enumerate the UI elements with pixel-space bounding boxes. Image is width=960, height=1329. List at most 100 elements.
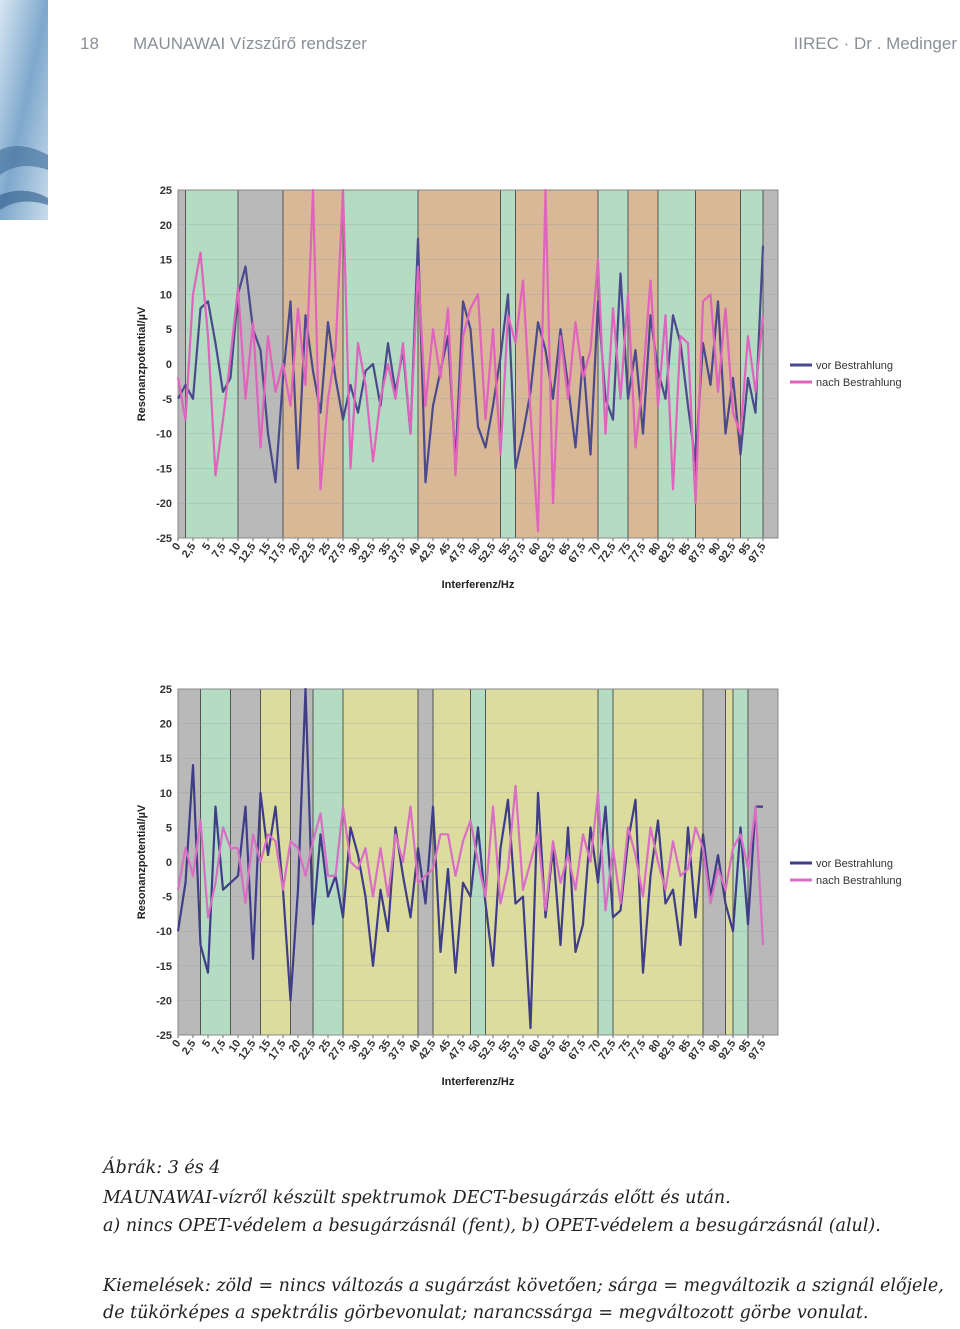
y-tick-label: -10	[156, 429, 172, 441]
y-tick-label: 5	[166, 324, 172, 336]
x-tick-label: 27,5	[326, 1038, 348, 1062]
y-tick-label: -10	[156, 926, 172, 938]
series-line	[176, 188, 765, 533]
highlight-line: de tükörképes a spektrális görbevonulat;…	[103, 1303, 869, 1323]
x-tick-label: 12,5	[236, 1038, 258, 1062]
legend-label: vor Bestrahlung	[816, 360, 893, 372]
x-tick-label: 97,5	[746, 1038, 768, 1062]
y-tick-label: -5	[162, 892, 172, 904]
y-tick-label: 20	[160, 220, 172, 232]
y-tick-label: 5	[166, 822, 172, 834]
x-tick-label: 95	[737, 1038, 754, 1055]
y-tick-label: 20	[160, 719, 172, 731]
x-tick-label: 85	[677, 541, 694, 558]
x-tick-label: 45	[437, 1038, 454, 1055]
x-tick-label: 67,5	[566, 541, 588, 565]
x-tick-label: 52,5	[476, 1038, 498, 1062]
x-tick-label: 50	[467, 541, 484, 558]
x-tick-label: 67,5	[566, 1038, 588, 1062]
x-tick-label: 37,5	[386, 541, 408, 565]
x-tick-label: 22,5	[296, 1038, 318, 1062]
x-tick-label: 62,5	[536, 1038, 558, 1062]
y-tick-label: 0	[166, 359, 172, 371]
x-tick-label: 15	[257, 1038, 274, 1055]
x-tick-label: 77,5	[626, 541, 648, 565]
running-title: MAUNAWAI Vízszűrő rendszer	[133, 34, 367, 53]
y-tick-label: -5	[162, 394, 172, 406]
x-tick-label: 5	[200, 541, 213, 553]
x-tick-label: 70	[587, 1038, 604, 1055]
page-number: 18	[80, 34, 99, 53]
y-tick-label: -15	[156, 961, 172, 973]
x-tick-label: 85	[677, 1038, 694, 1055]
x-tick-label: 57,5	[506, 541, 528, 565]
x-tick-label: 95	[737, 541, 754, 558]
x-tick-label: 65	[557, 1038, 574, 1055]
x-tick-label: 10	[227, 1038, 244, 1055]
y-tick-label: -25	[156, 533, 172, 545]
x-tick-label: 55	[497, 1038, 514, 1055]
x-tick-label: 87,5	[686, 1038, 708, 1062]
y-tick-label: -15	[156, 463, 172, 475]
x-tick-label: 65	[557, 541, 574, 558]
caption-line: MAUNAWAI-vízről készült spektrumok DECT-…	[103, 1188, 731, 1208]
x-tick-label: 90	[707, 1038, 724, 1055]
x-tick-label: 92,5	[716, 1038, 738, 1062]
y-axis-title: Resonanzpotential/µV	[136, 306, 148, 421]
series-line	[176, 687, 763, 1030]
x-tick-label: 17,5	[266, 541, 288, 565]
x-tick-label: 20	[287, 541, 304, 558]
caption-line: a) nincs OPET-védelem a besugárzásnál (f…	[103, 1216, 881, 1236]
legend-label: nach Bestrahlung	[816, 875, 902, 887]
x-tick-label: 12,5	[236, 541, 258, 565]
x-tick-label: 80	[647, 1038, 664, 1055]
x-tick-label: 45	[437, 541, 454, 558]
x-tick-label: 15	[257, 541, 274, 558]
x-tick-label: 97,5	[746, 541, 768, 565]
y-tick-label: -20	[156, 995, 172, 1007]
x-tick-label: 72,5	[596, 541, 618, 565]
x-tick-label: 82,5	[656, 1038, 678, 1062]
x-tick-label: 87,5	[686, 541, 708, 565]
x-tick-label: 60	[527, 1038, 544, 1055]
x-tick-label: 47,5	[446, 1038, 468, 1062]
caption-line: Ábrák: 3 és 4	[103, 1158, 221, 1178]
y-tick-label: 25	[160, 185, 172, 197]
y-tick-label: -25	[156, 1030, 172, 1042]
x-tick-label: 75	[617, 1038, 634, 1055]
series-line	[177, 237, 765, 484]
x-tick-label: 35	[377, 541, 394, 558]
x-tick-label: 92,5	[716, 541, 738, 565]
legend-label: vor Bestrahlung	[816, 858, 893, 870]
x-tick-label: 90	[707, 541, 724, 558]
x-tick-label: 40	[407, 541, 424, 558]
x-tick-label: 37,5	[386, 1038, 408, 1062]
y-axis-title: Resonanzpotential/µV	[136, 804, 148, 919]
plot-frame	[177, 688, 779, 1036]
x-tick-label: 30	[347, 541, 364, 558]
y-tick-label: 25	[160, 684, 172, 696]
y-tick-label: 0	[166, 857, 172, 869]
series-line	[176, 784, 765, 946]
x-tick-label: 27,5	[326, 541, 348, 565]
x-tick-label: 57,5	[506, 1038, 528, 1062]
x-tick-label: 82,5	[656, 541, 678, 565]
y-tick-label: 10	[160, 788, 172, 800]
x-tick-label: 60	[527, 541, 544, 558]
water-image	[0, 0, 48, 220]
x-tick-label: 2,5	[180, 541, 199, 560]
legend-label: nach Bestrahlung	[816, 377, 902, 389]
x-tick-label: 70	[587, 541, 604, 558]
x-tick-label: 2,5	[180, 1038, 199, 1057]
y-tick-label: 10	[160, 289, 172, 301]
x-tick-label: 32,5	[356, 1038, 378, 1062]
x-tick-label: 5	[200, 1038, 213, 1050]
x-tick-label: 35	[377, 1038, 394, 1055]
x-tick-label: 42,5	[416, 1038, 438, 1062]
x-tick-label: 42,5	[416, 541, 438, 565]
x-tick-label: 72,5	[596, 1038, 618, 1062]
